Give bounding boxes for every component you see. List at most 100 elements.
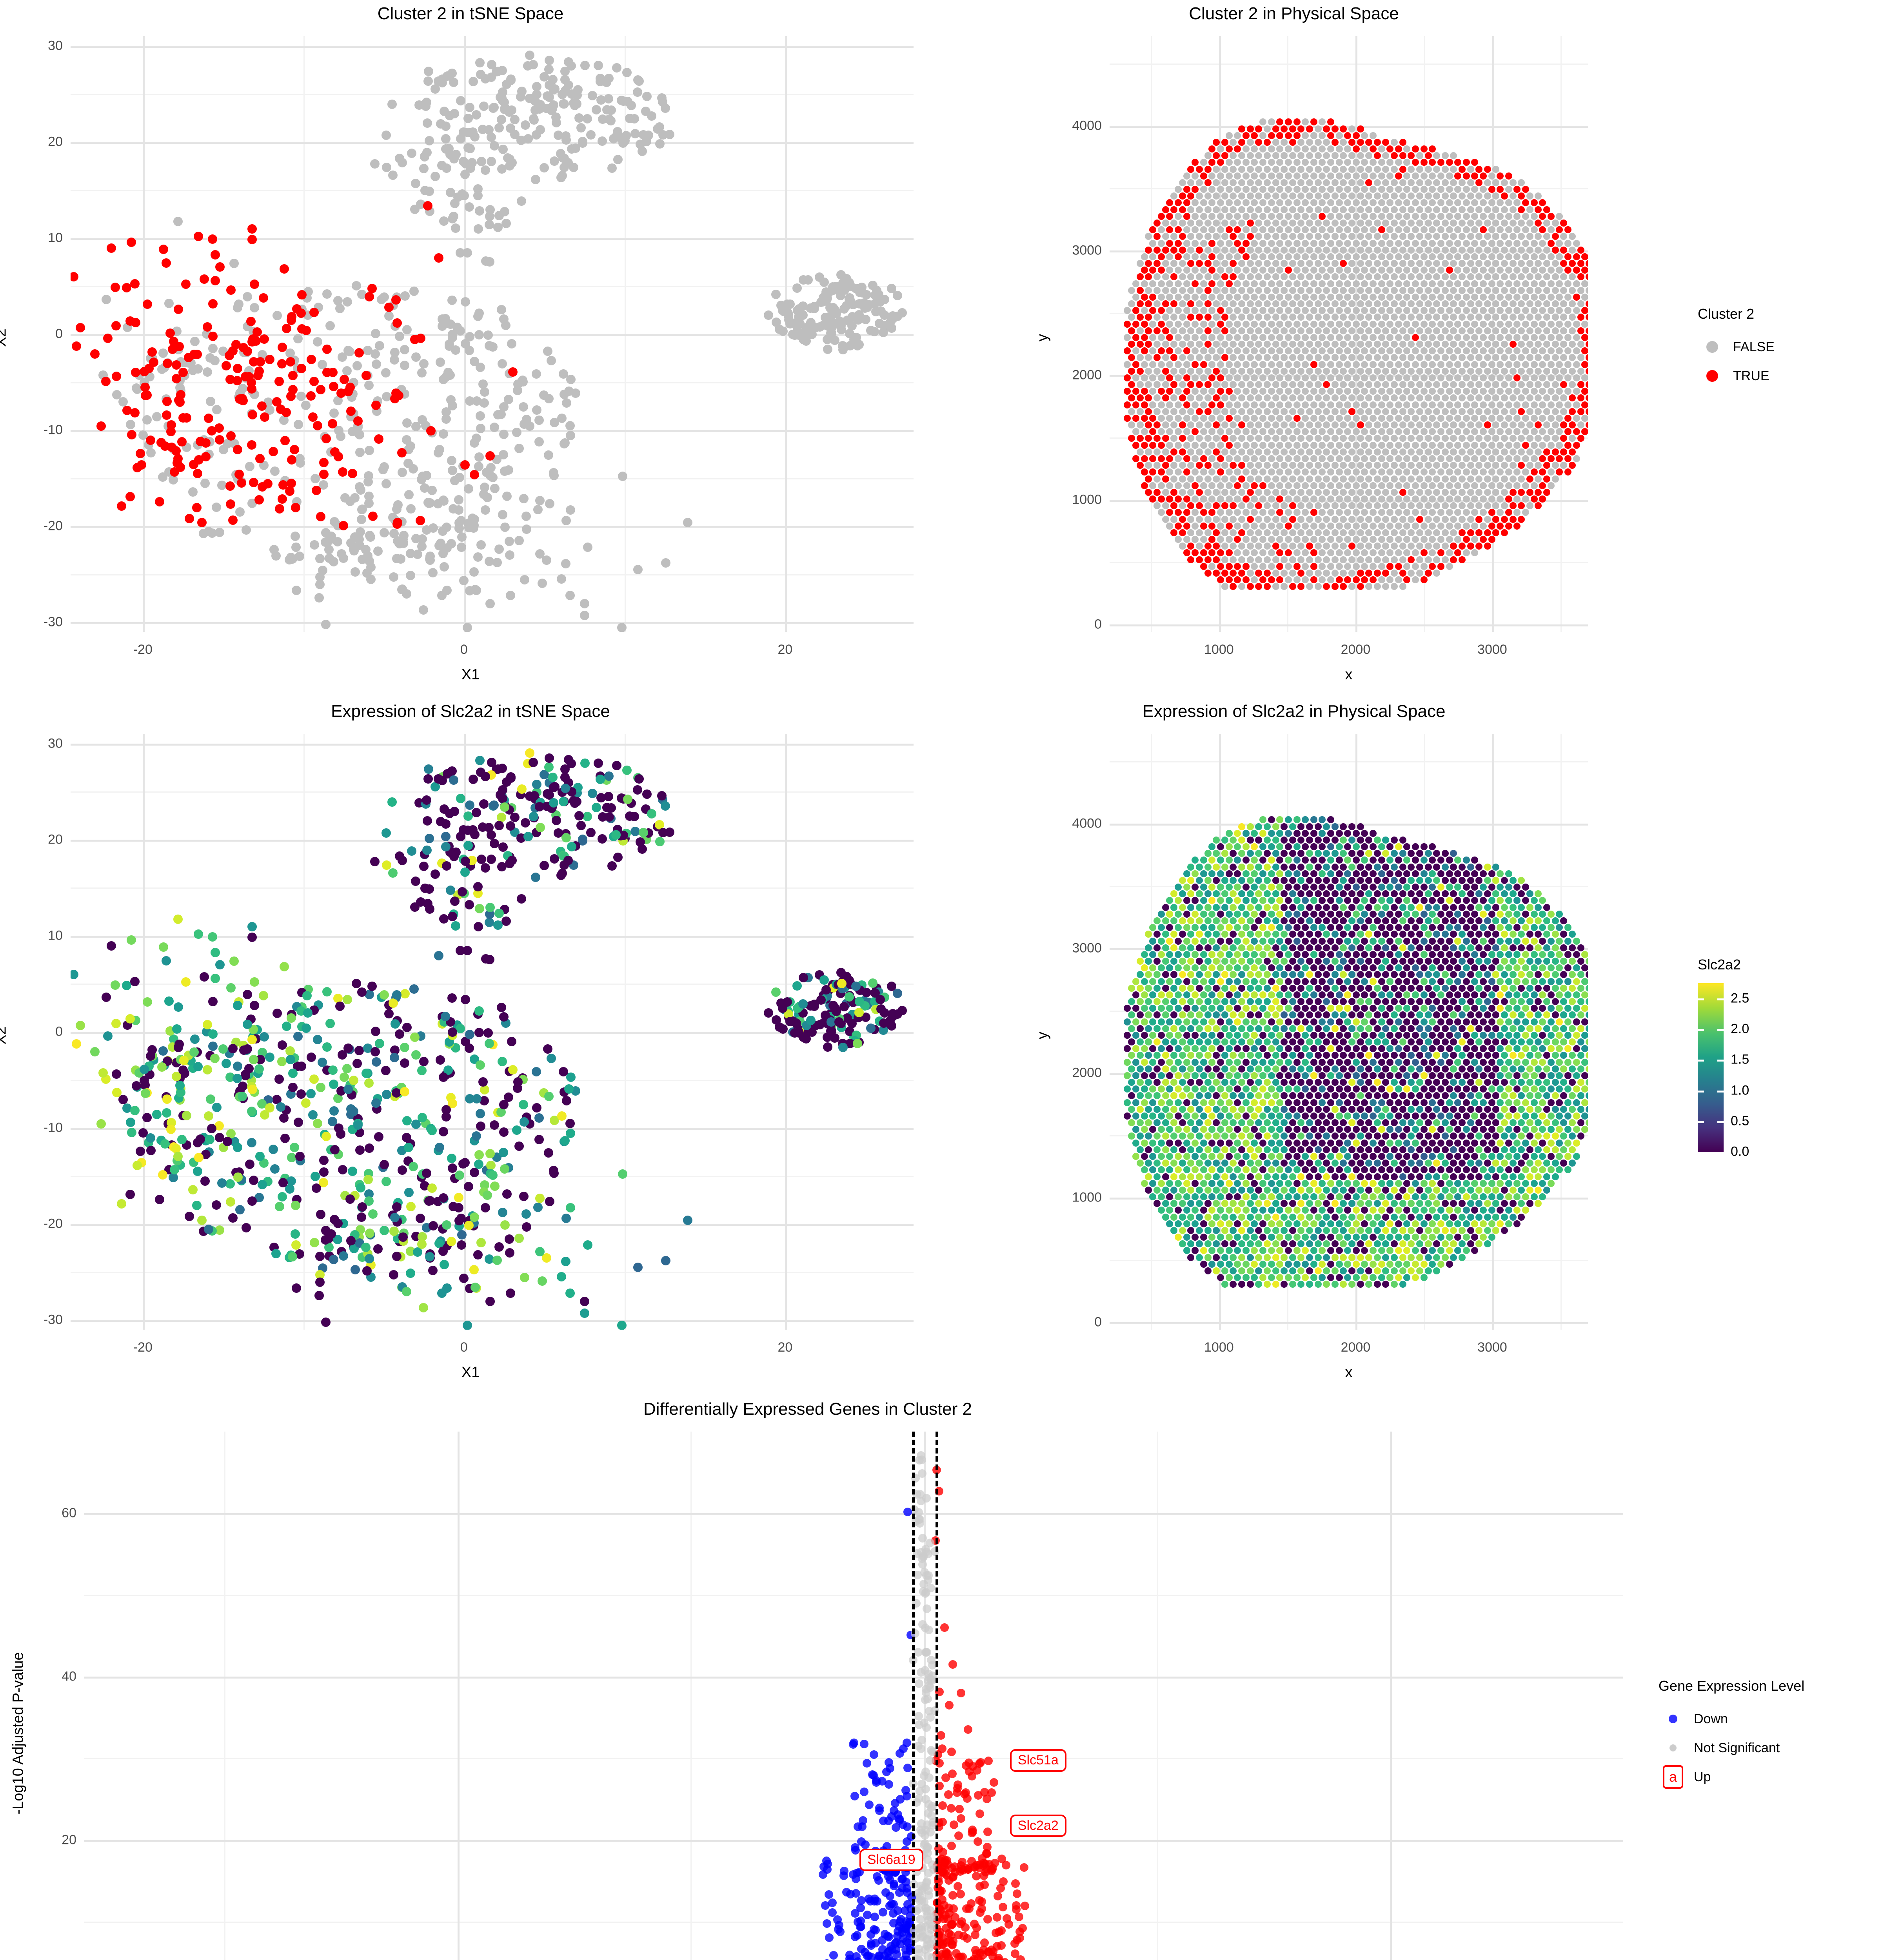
data-point [451, 921, 461, 931]
data-point [1263, 488, 1271, 496]
data-point [1251, 334, 1258, 341]
data-point [1297, 273, 1305, 281]
data-point [1543, 435, 1551, 442]
data-point [1365, 502, 1373, 510]
data-point [439, 914, 449, 924]
data-point [1560, 462, 1568, 469]
data-point [1200, 468, 1207, 476]
data-point [1386, 441, 1394, 449]
data-point [1348, 529, 1356, 536]
data-point [1564, 414, 1572, 422]
data-point [1412, 347, 1419, 355]
data-point [1556, 320, 1563, 328]
data-point [1340, 273, 1347, 281]
data-point [1162, 421, 1169, 429]
data-point [338, 1165, 348, 1174]
data-point [1132, 307, 1139, 314]
data-point [1522, 240, 1530, 247]
data-point [1526, 300, 1533, 308]
legend-item-true[interactable]: TRUE [1698, 361, 1775, 390]
data-point [580, 61, 590, 71]
data-point [1340, 367, 1347, 375]
data-point [1505, 320, 1512, 328]
data-point [1370, 253, 1377, 260]
data-point [537, 579, 547, 588]
data-point [1314, 502, 1322, 510]
data-point [476, 1122, 485, 1131]
data-point [1348, 206, 1356, 213]
data-point [1162, 488, 1169, 496]
data-point [1251, 226, 1258, 234]
data-point [1382, 556, 1390, 563]
data-point [390, 355, 400, 365]
data-point [1319, 361, 1326, 368]
legend-item-false[interactable]: FALSE [1698, 332, 1775, 361]
data-point [1373, 314, 1381, 321]
data-point [1429, 334, 1436, 341]
data-point [1543, 300, 1551, 308]
data-point [1196, 341, 1203, 348]
data-point [1522, 441, 1530, 449]
data-point [309, 308, 319, 318]
data-point [1284, 334, 1292, 341]
data-point [1204, 327, 1212, 334]
data-point [1373, 394, 1381, 402]
data-point [632, 785, 642, 795]
data-point [447, 911, 457, 921]
data-point [1246, 273, 1254, 281]
data-point [1192, 159, 1199, 166]
data-point [1263, 462, 1271, 469]
data-point [1420, 401, 1428, 408]
data-point [1162, 408, 1169, 415]
data-point [474, 308, 484, 318]
data-point [1187, 314, 1195, 321]
data-point [1386, 186, 1394, 193]
data-point [1157, 388, 1165, 395]
data-point [1348, 125, 1356, 132]
data-point [1560, 394, 1568, 402]
data-point [1319, 186, 1326, 193]
data-point [1297, 206, 1305, 213]
data-point [1509, 233, 1517, 240]
data-point [1153, 367, 1161, 375]
data-point [1196, 300, 1203, 308]
data-point [1221, 394, 1228, 402]
data-point [1484, 381, 1491, 388]
data-point [1230, 206, 1237, 213]
data-point [1488, 307, 1495, 314]
data-point [1174, 536, 1182, 543]
data-point [1408, 233, 1415, 240]
data-point [1471, 267, 1479, 274]
data-point [1505, 455, 1512, 462]
data-point [1234, 468, 1241, 476]
data-point [476, 855, 486, 864]
data-point [476, 69, 485, 79]
data-point [1323, 300, 1330, 308]
data-point [1475, 287, 1483, 294]
data-point [475, 411, 485, 421]
data-point [1200, 549, 1207, 557]
data-point [1403, 240, 1411, 247]
data-point [203, 526, 213, 536]
data-point [1522, 320, 1530, 328]
data-point [1310, 576, 1317, 584]
data-point [1403, 159, 1411, 166]
data-point [1357, 314, 1364, 321]
data-point [371, 359, 381, 369]
data-point [1170, 341, 1178, 348]
data-point [1424, 354, 1432, 361]
data-point [1196, 381, 1203, 388]
data-point [1403, 428, 1411, 436]
data-point [544, 65, 554, 74]
data-point [1157, 267, 1165, 274]
data-point [1560, 435, 1568, 442]
data-point [1530, 334, 1538, 341]
data-point [1348, 475, 1356, 483]
data-point [90, 349, 100, 359]
data-point [1208, 280, 1216, 287]
data-point [1272, 152, 1279, 160]
gridline-major-y [71, 1320, 914, 1322]
data-point [1454, 388, 1462, 395]
data-point [177, 437, 187, 446]
data-point [1183, 267, 1190, 274]
